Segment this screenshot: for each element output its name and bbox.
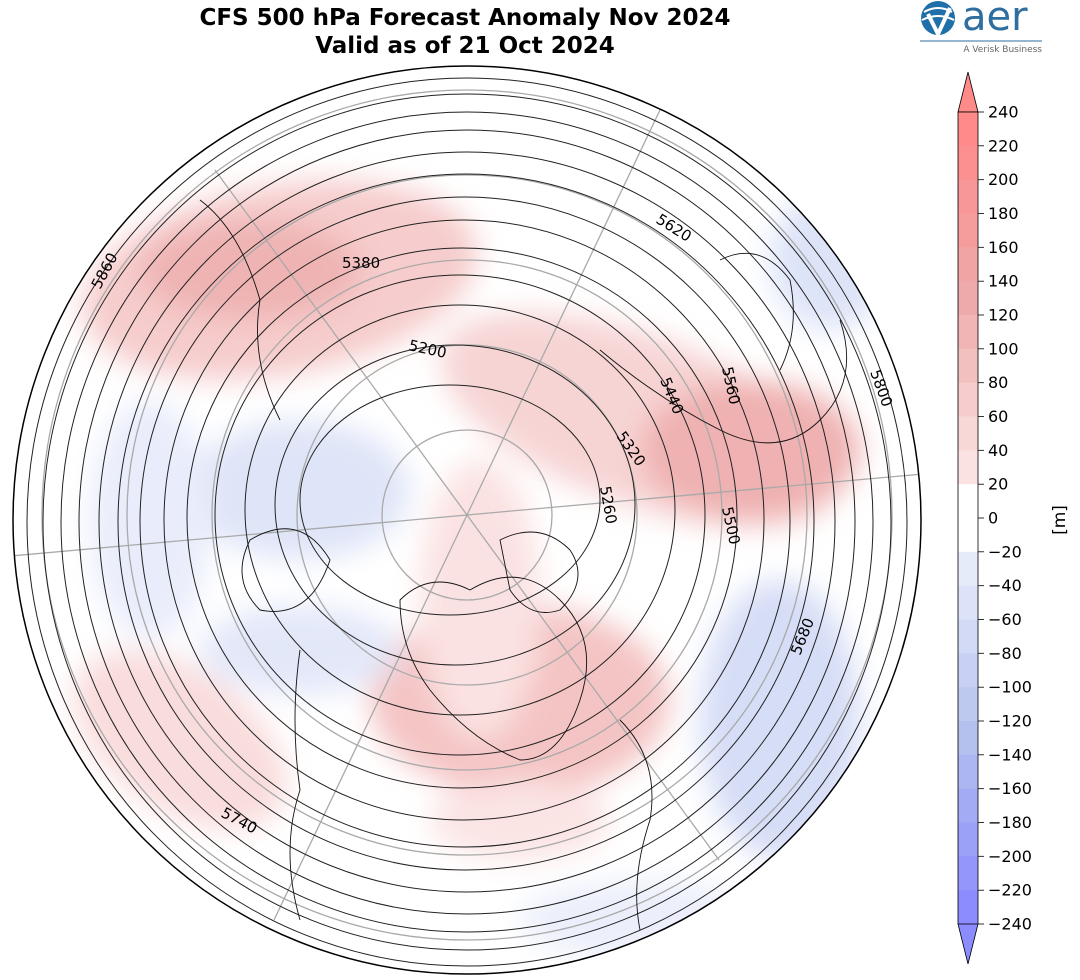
colorbar-bottom-arrow (957, 923, 979, 965)
colorbar-segment (958, 315, 978, 350)
colorbar-tick-label: −180 (988, 813, 1032, 832)
colorbar-tick-label: −60 (988, 610, 1022, 629)
anomaly-field (13, 66, 921, 974)
colorbar-tick-label: 80 (988, 373, 1008, 392)
colorbar-tick-label: 100 (988, 339, 1019, 358)
colorbar-segment (958, 281, 978, 316)
anomaly-positive-region (73, 650, 287, 830)
colorbar-tick-label: 0 (988, 509, 998, 528)
colorbar: 240220200180160140120100806040200−20−40−… (957, 71, 1070, 965)
colorbar-segment (958, 348, 978, 384)
colorbar-segment (958, 687, 978, 722)
colorbar-tick-label: 20 (988, 475, 1008, 494)
height-contours (26, 77, 908, 967)
colorbar-segment (958, 145, 978, 181)
colorbar-segment (958, 551, 978, 587)
colorbar-segment (958, 721, 978, 756)
colorbar-tick-label: −40 (988, 576, 1022, 595)
anomaly-negative-region (90, 400, 210, 640)
colorbar-segment (958, 754, 978, 790)
colorbar-top-arrow (957, 71, 979, 113)
colorbar-segment (958, 585, 978, 621)
logo-wordmark: aer (962, 0, 1028, 40)
colorbar-tick-label: −160 (988, 779, 1032, 798)
colorbar-segment (958, 247, 978, 282)
colorbar-segment (958, 890, 978, 925)
title-line-2: Valid as of 21 Oct 2024 (315, 33, 615, 59)
colorbar-tick-label: 140 (988, 272, 1019, 291)
chart-title: CFS 500 hPa Forecast Anomaly Nov 2024 Va… (0, 4, 930, 60)
colorbar-segment (958, 112, 978, 147)
colorbar-segment (958, 213, 978, 248)
coastlines (199, 199, 848, 931)
aer-logo: aer A Verisk Business (920, 0, 1042, 55)
anomaly-negative-region (520, 880, 760, 960)
colorbar-segment (958, 822, 978, 857)
colorbar-tick-label: −220 (988, 881, 1032, 900)
colorbar-tick-label: −240 (988, 915, 1032, 934)
title-line-1: CFS 500 hPa Forecast Anomaly Nov 2024 (199, 5, 731, 31)
colorbar-tick-label: 220 (988, 136, 1019, 155)
colorbar-segment (958, 518, 978, 553)
colorbar-tick-label: 120 (988, 306, 1019, 325)
contour-label: 5380 (342, 254, 380, 272)
logo-tagline: A Verisk Business (963, 45, 1042, 55)
colorbar-tick-label: −140 (988, 745, 1032, 764)
colorbar-tick-label: 40 (988, 441, 1008, 460)
colorbar-tick-label: −200 (988, 847, 1032, 866)
colorbar-tick-label: −100 (988, 678, 1032, 697)
colorbar-tick-label: −120 (988, 712, 1032, 731)
colorbar-tick-label: 180 (988, 204, 1019, 223)
colorbar-segment (958, 416, 978, 451)
colorbar-tick-label: −80 (988, 644, 1022, 663)
colorbar-tick-label: −20 (988, 542, 1022, 561)
colorbar-segment (958, 788, 978, 824)
colorbar-segment (958, 619, 978, 654)
colorbar-segment (958, 450, 978, 485)
anomaly-positive-region (420, 460, 540, 740)
colorbar-unit: [m] (1050, 505, 1070, 535)
colorbar-tick-label: 200 (988, 170, 1019, 189)
graticule (13, 89, 921, 941)
colorbar-segment (958, 856, 978, 891)
colorbar-segment (958, 653, 978, 688)
colorbar-segment (958, 484, 978, 519)
colorbar-segment (958, 382, 978, 418)
colorbar-tick-label: 60 (988, 407, 1008, 426)
anomaly-negative-region (700, 580, 860, 860)
colorbar-tick-label: 240 (988, 103, 1019, 122)
colorbar-segment (958, 179, 978, 215)
colorbar-tick-label: 160 (988, 238, 1019, 257)
anomaly-negative-region (770, 190, 890, 330)
globe-boundary (12, 65, 922, 975)
